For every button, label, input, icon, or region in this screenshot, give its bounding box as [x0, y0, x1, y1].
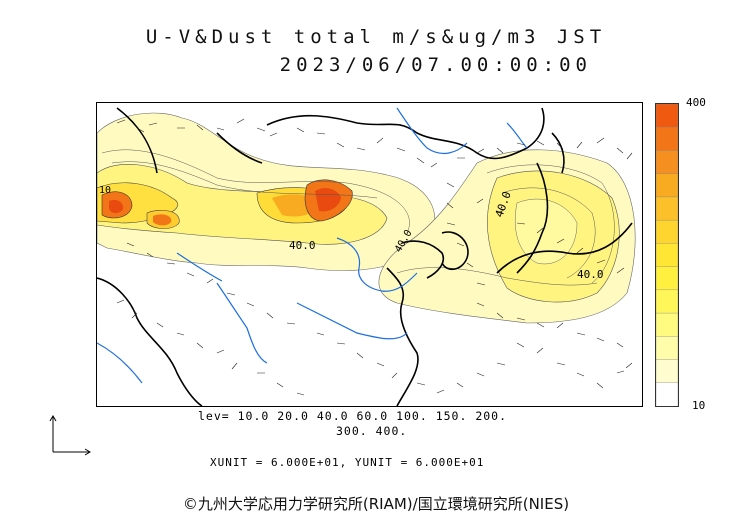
legend-swatch: [655, 150, 679, 175]
map-datetime: 2023/06/07.00:00:00: [279, 54, 592, 76]
legend-swatch: [655, 312, 679, 338]
rivers: [97, 107, 528, 384]
copyright-credit: ©九州大学応用力学研究所(RIAM)/国立環境研究所(NIES): [182, 495, 570, 513]
wind-arrows: [116, 118, 633, 396]
map-title: U-V&Dust total m/s&ug/m3 JST: [145, 26, 607, 48]
contour-lines: [101, 149, 615, 286]
contour-levels-line1: lev= 10.0 20.0 40.0 60.0 100. 150. 200.: [198, 409, 508, 423]
legend-swatch: [655, 382, 679, 407]
color-legend-bar: [655, 103, 679, 407]
contour-levels-line2: 300. 400.: [336, 424, 408, 438]
legend-min-label: 10: [692, 399, 706, 412]
dust-plume-east: [378, 149, 636, 324]
coastlines: [97, 107, 633, 406]
reference-vector-icon: [49, 415, 91, 456]
contour-label: 10: [99, 185, 111, 196]
dust-map: 10 40.0 40.0 40.0 40.0: [96, 102, 643, 407]
legend-swatch: [655, 336, 679, 361]
legend-swatch: [655, 243, 679, 268]
legend-swatch: [655, 266, 679, 291]
dust-plume-west: [97, 112, 436, 271]
contour-label: 40.0: [289, 239, 316, 252]
legend-swatch: [655, 173, 679, 198]
legend-swatch: [655, 103, 679, 128]
legend-swatch: [655, 359, 679, 384]
legend-max-label: 400: [686, 96, 706, 109]
legend-swatch: [655, 219, 679, 245]
legend-swatch: [655, 127, 679, 152]
legend-swatch: [655, 196, 679, 221]
contour-label: 40.0: [577, 268, 604, 281]
vector-unit-text: XUNIT = 6.000E+01, YUNIT = 6.000E+01: [210, 456, 485, 469]
legend-swatch: [655, 289, 679, 314]
